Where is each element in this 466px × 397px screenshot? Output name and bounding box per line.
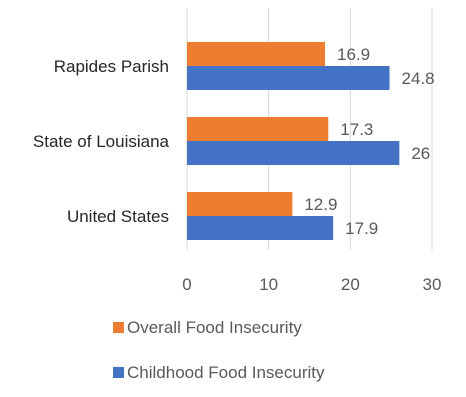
bar-childhood-2 [187, 216, 334, 240]
data-labels: 16.9 24.8 17.3 26 12.9 17.9 [304, 45, 434, 238]
x-tick-label-20: 20 [341, 275, 360, 294]
data-label-childhood-1: 26 [411, 144, 430, 163]
x-tick-label-10: 10 [259, 275, 278, 294]
legend: Overall Food Insecurity Childhood Food In… [113, 318, 325, 382]
bars [187, 42, 400, 240]
legend-label-childhood: Childhood Food Insecurity [127, 363, 325, 382]
data-label-overall-2: 12.9 [304, 195, 337, 214]
data-label-overall-0: 16.9 [337, 45, 370, 64]
data-label-childhood-0: 24.8 [402, 69, 435, 88]
x-tick-label-30: 30 [423, 275, 442, 294]
legend-swatch-overall [113, 322, 124, 333]
category-label-1: State of Louisiana [33, 132, 170, 151]
bar-overall-1 [187, 117, 329, 141]
category-label-0: Rapides Parish [54, 57, 169, 76]
legend-swatch-childhood [113, 367, 124, 378]
x-tick-labels: 0 10 20 30 [182, 275, 441, 294]
bar-overall-2 [187, 192, 293, 216]
bar-childhood-0 [187, 66, 390, 90]
data-label-overall-1: 17.3 [340, 120, 373, 139]
data-label-childhood-2: 17.9 [345, 219, 378, 238]
legend-label-overall: Overall Food Insecurity [127, 318, 302, 337]
category-labels: Rapides Parish State of Louisiana United S… [33, 57, 170, 226]
bar-childhood-1 [187, 141, 400, 165]
bar-overall-0 [187, 42, 326, 66]
x-tick-label-0: 0 [182, 275, 191, 294]
category-label-2: United States [67, 207, 169, 226]
